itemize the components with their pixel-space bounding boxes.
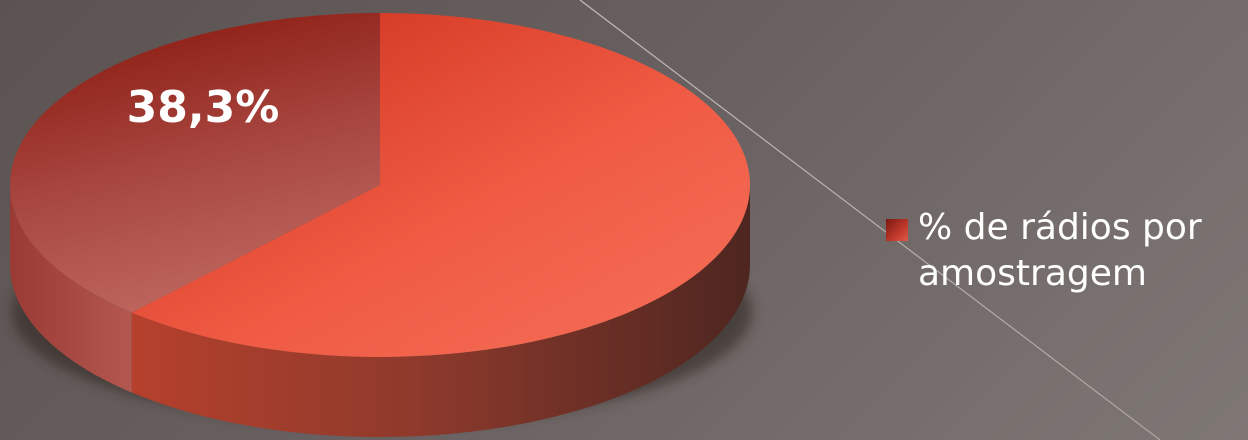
pie-slice-2: [131, 13, 750, 357]
pie-slice-1: [10, 13, 380, 313]
pie-side-2: [131, 185, 751, 437]
pie-labels: 38,3%: [127, 82, 280, 133]
data-label-1: 38,3%: [127, 82, 280, 133]
legend-label: % de rádios por amostragem: [918, 207, 1202, 294]
pie-tops: [10, 13, 750, 357]
legend-swatch: [886, 219, 908, 241]
pie-sides: [10, 185, 751, 437]
pie-side-1: [10, 185, 132, 393]
background-decor-line: [579, 0, 1161, 440]
chart-legend: % de rádios por amostragem: [886, 205, 1248, 297]
